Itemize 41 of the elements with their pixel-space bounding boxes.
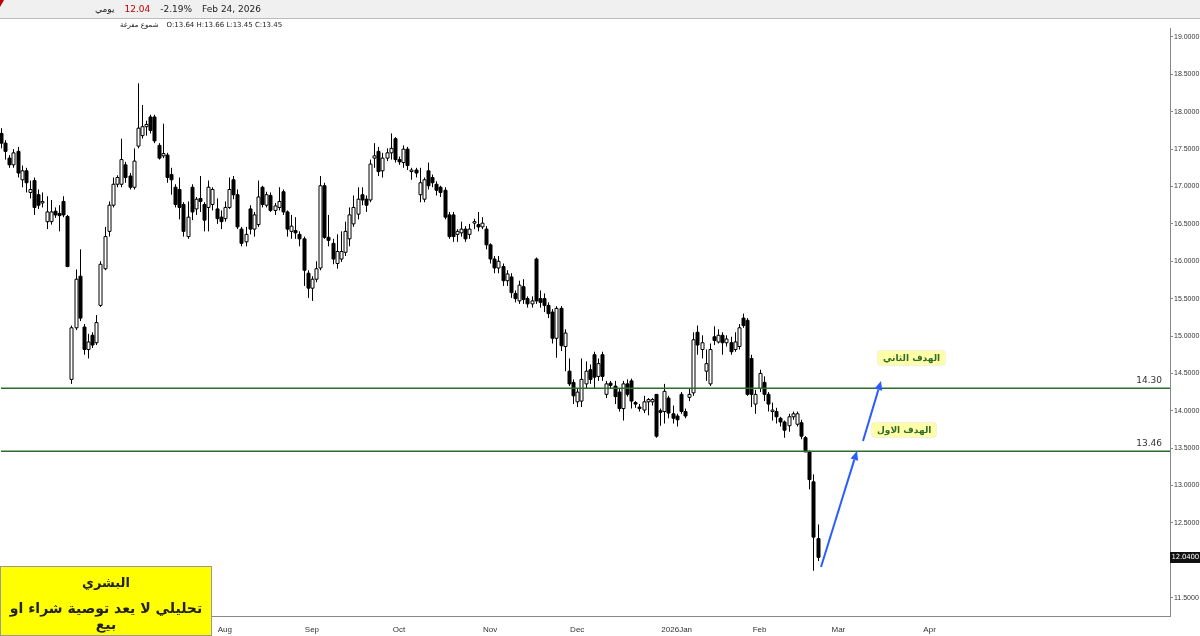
text: يومي <box>95 4 115 14</box>
ref-line-label: 14.30 <box>1136 375 1163 386</box>
candlestick <box>331 238 336 265</box>
x-tick-label: Oct <box>392 625 406 635</box>
annotation: تحليلي لا يعد توصية شراء او بيع <box>8 600 204 632</box>
ref-line-label: 13.46 <box>1136 438 1163 449</box>
candlestick <box>521 278 526 305</box>
candlestick <box>289 214 294 240</box>
x-tick-label: Apr <box>923 625 937 635</box>
x-tick-label: Feb <box>752 625 768 635</box>
text: 12.04 <box>124 4 151 14</box>
candlestick <box>215 197 220 225</box>
candlestick <box>816 523 821 562</box>
text: -2.19% <box>160 4 193 14</box>
x-tick-label: Sep <box>304 625 320 635</box>
candlestick <box>509 272 514 299</box>
x-tick-label: Dec <box>570 625 585 635</box>
candlestick <box>123 161 128 184</box>
annotation: الهدف الثاني <box>878 351 946 365</box>
candlestick <box>82 323 87 356</box>
annotation: الهدف الاول <box>872 423 937 437</box>
text: Feb 24, 2026 <box>202 4 261 14</box>
candlestick <box>600 351 605 382</box>
x-tick-label: Mar <box>831 625 846 635</box>
candlestick <box>335 233 340 270</box>
candlestick <box>679 391 684 415</box>
candlestick <box>210 186 215 211</box>
candlestick <box>596 357 601 382</box>
candlestick <box>152 114 157 144</box>
annotation: البشري <box>81 575 131 590</box>
x-tick-label: Aug <box>217 625 232 635</box>
candlestick <box>592 351 597 389</box>
candlestick <box>136 82 141 149</box>
candlestick <box>277 186 282 211</box>
candlestick <box>94 314 99 346</box>
x-tick-label: Nov <box>483 625 498 635</box>
candlestick <box>405 146 410 171</box>
candlestick <box>45 195 50 230</box>
candlestick <box>376 146 381 177</box>
candlestick <box>206 180 211 232</box>
x-tick-label: 2026Jan <box>661 625 693 635</box>
